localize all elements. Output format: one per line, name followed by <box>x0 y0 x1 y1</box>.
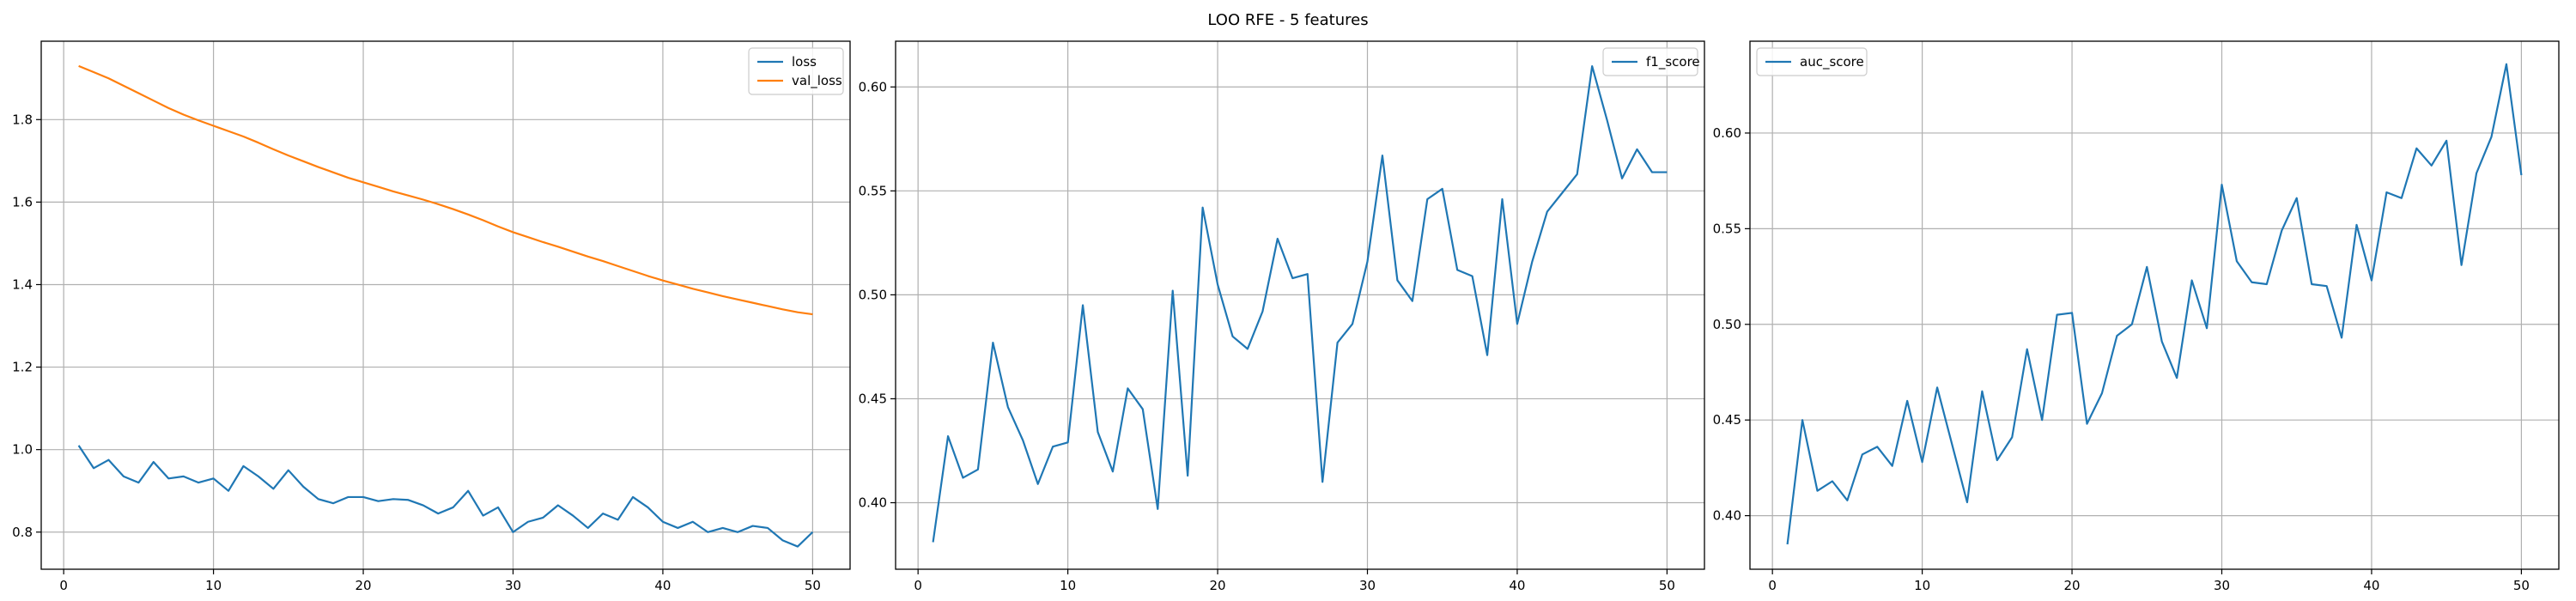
x-tick-label: 40 <box>1509 578 1525 593</box>
y-tick-label: 0.8 <box>12 525 33 540</box>
x-tick-label: 20 <box>2064 578 2081 593</box>
y-tick-label: 1.6 <box>12 194 33 209</box>
x-tick-label: 0 <box>59 578 68 593</box>
series-line-f1-score <box>932 64 1668 543</box>
x-tick-label: 50 <box>805 578 821 593</box>
legend-label: loss <box>792 54 817 70</box>
subplot-loss: 0 10 20 30 40 50 0.8 1.0 1.2 1.4 1.6 1.8 loss val_los… <box>12 40 851 593</box>
legend: loss val_loss <box>748 47 844 95</box>
legend-label: f1_score <box>1646 54 1700 70</box>
series-line-loss <box>77 445 814 548</box>
legend-box <box>748 47 844 95</box>
y-tick-label: 0.45 <box>859 391 887 406</box>
axes-frame <box>895 40 1705 570</box>
x-tick-label: 0 <box>1768 578 1777 593</box>
x-tick-label: 30 <box>1359 578 1376 593</box>
y-tick-label: 0.55 <box>1713 221 1741 236</box>
legend: f1_score <box>1602 47 1700 76</box>
y-tick-label: 0.50 <box>1713 317 1741 332</box>
x-tick-label: 0 <box>914 578 922 593</box>
y-tick-label: 0.60 <box>859 79 887 94</box>
axes-frame <box>40 40 851 570</box>
x-tick-label: 40 <box>654 578 671 593</box>
series-line-auc-score <box>1786 63 2523 545</box>
x-tick-label: 40 <box>2363 578 2379 593</box>
legend-label: val_loss <box>792 73 842 89</box>
y-tick-label: 0.40 <box>859 495 887 511</box>
x-tick-label: 10 <box>1060 578 1076 593</box>
y-tick-label: 0.50 <box>859 287 887 302</box>
legend-box <box>1602 47 1698 76</box>
figure-title: LOO RFE - 5 features <box>1207 11 1368 29</box>
x-tick-label: 20 <box>355 578 372 593</box>
x-tick-label: 10 <box>1914 578 1930 593</box>
x-tick-label: 50 <box>2513 578 2530 593</box>
legend-box <box>1756 47 1868 76</box>
legend-label: auc_score <box>1800 54 1864 70</box>
y-tick-label: 1.8 <box>12 112 33 127</box>
x-tick-label: 30 <box>2214 578 2230 593</box>
x-tick-label: 10 <box>205 578 222 593</box>
subplot-auc-score: 0 10 20 30 40 50 0.40 0.45 0.50 0.55 0.60 auc_score <box>1713 40 2560 593</box>
x-tick-label: 50 <box>1659 578 1675 593</box>
y-tick-label: 1.4 <box>12 276 33 292</box>
y-tick-label: 0.55 <box>859 183 887 198</box>
y-tick-label: 1.0 <box>12 442 33 458</box>
y-tick-label: 0.60 <box>1713 125 1741 141</box>
y-tick-label: 0.40 <box>1713 508 1741 524</box>
subplot-f1-score: 0 10 20 30 40 50 0.40 0.45 0.50 0.55 0.60 f1_score <box>859 40 1705 593</box>
legend: auc_score <box>1756 47 1868 76</box>
series-line-val-loss <box>78 64 813 316</box>
x-tick-label: 20 <box>1210 578 1226 593</box>
y-tick-label: 1.2 <box>12 360 33 375</box>
y-tick-label: 0.45 <box>1713 412 1741 428</box>
axes-frame <box>1749 40 2560 570</box>
x-tick-label: 30 <box>505 578 521 593</box>
